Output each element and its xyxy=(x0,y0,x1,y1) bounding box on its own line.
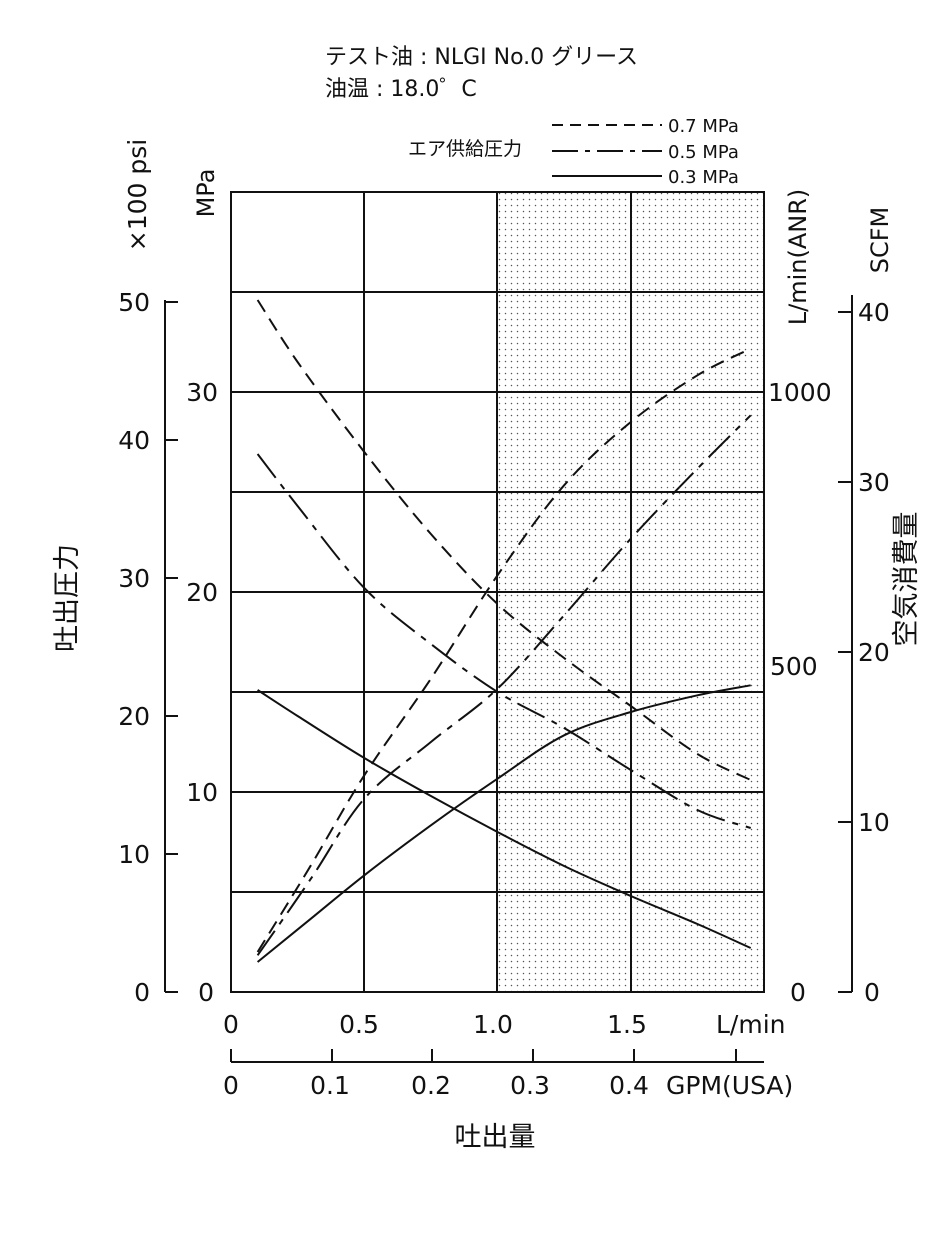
series-line-pressure-0-7-mpa xyxy=(256,299,752,781)
scfm-tick-labels: 0 10 20 30 40 xyxy=(858,298,890,1007)
series-layer xyxy=(256,299,752,963)
gpm-tick-label: 0.2 xyxy=(411,1071,451,1100)
psi-tick-label: 20 xyxy=(118,702,150,731)
psi-tick-label: 50 xyxy=(118,288,150,317)
series-line-air-consumption-0-7-mpa xyxy=(256,347,752,953)
psi-tick-label: 10 xyxy=(118,840,150,869)
gpm-axis xyxy=(230,1049,764,1063)
psi-axis xyxy=(164,300,178,993)
gpm-tick-labels: 0 0.1 0.2 0.3 0.4 xyxy=(223,1071,649,1100)
series-line-air-consumption-0-5-mpa xyxy=(256,414,752,956)
mpa-tick-label: 10 xyxy=(186,778,218,807)
gpm-tick-label: 0.4 xyxy=(609,1071,649,1100)
mpa-tick-label: 30 xyxy=(186,378,218,407)
legend-label-0-3mpa: 0.3 MPa xyxy=(668,167,739,188)
anr-tick-label: 500 xyxy=(770,652,818,681)
series-line-pressure-0-3-mpa xyxy=(257,689,752,949)
scfm-axis-title: SCFM xyxy=(866,207,894,274)
flow-axis-title: 吐出量 xyxy=(455,1122,536,1153)
gpm-unit-label: GPM(USA) xyxy=(666,1071,793,1100)
scfm-tick-label: 40 xyxy=(858,298,890,327)
mpa-axis-title: MPa xyxy=(192,169,220,218)
lmin-unit-label: L/min xyxy=(716,1010,786,1039)
mpa-tick-labels: 0 10 20 30 xyxy=(186,378,218,1007)
lmin-tick-label: 1.5 xyxy=(607,1010,647,1039)
pressure-axis-title: 吐出圧力 xyxy=(52,544,83,652)
anr-tick-label: 0 xyxy=(790,978,806,1007)
air-consumption-axis-title: 空気消費量 xyxy=(891,512,922,647)
lmin-tick-label: 1.0 xyxy=(473,1010,513,1039)
scfm-tick-label: 0 xyxy=(864,978,880,1007)
series-line-pressure-0-5-mpa xyxy=(256,453,752,829)
series-line-air-consumption-0-3-mpa xyxy=(256,684,751,963)
scfm-tick-label: 10 xyxy=(858,808,890,837)
scfm-axis xyxy=(838,295,853,993)
plot-frame xyxy=(230,191,765,993)
gpm-tick-label: 0.1 xyxy=(310,1071,350,1100)
lmin-tick-label: 0 xyxy=(223,1010,239,1039)
legend: エア供給圧力 0.7 MPa 0.5 MPa 0.3 MPa xyxy=(408,116,739,188)
gpm-tick-label: 0.3 xyxy=(510,1071,550,1100)
psi-tick-label: 40 xyxy=(118,426,150,455)
psi-tick-label: 30 xyxy=(118,564,150,593)
lmin-tick-label: 0.5 xyxy=(339,1010,379,1039)
scfm-tick-label: 30 xyxy=(858,468,890,497)
legend-label-0-7mpa: 0.7 MPa xyxy=(668,116,739,137)
mpa-tick-label: 0 xyxy=(198,978,214,1007)
scfm-tick-label: 20 xyxy=(858,638,890,667)
mpa-tick-label: 20 xyxy=(186,578,218,607)
anr-tick-label: 1000 xyxy=(768,378,832,407)
psi-tick-label: 0 xyxy=(134,978,150,1007)
psi-tick-labels: 0 10 20 30 40 50 xyxy=(118,288,150,1007)
lmin-tick-labels: 0 0.5 1.0 1.5 xyxy=(223,1010,647,1039)
oil-temp-label: 油温 : 18.0゜C xyxy=(325,77,477,102)
psi-axis-title: ×100 psi xyxy=(123,139,152,251)
gpm-tick-label: 0 xyxy=(223,1071,239,1100)
anr-tick-labels: 0 500 1000 xyxy=(768,378,832,1007)
legend-label-0-5mpa: 0.5 MPa xyxy=(668,142,739,163)
test-oil-label: テスト油 : NLGI No.0 グリース xyxy=(325,45,638,70)
anr-axis-title: L/min(ANR) xyxy=(784,189,812,326)
legend-title: エア供給圧力 xyxy=(408,138,522,160)
